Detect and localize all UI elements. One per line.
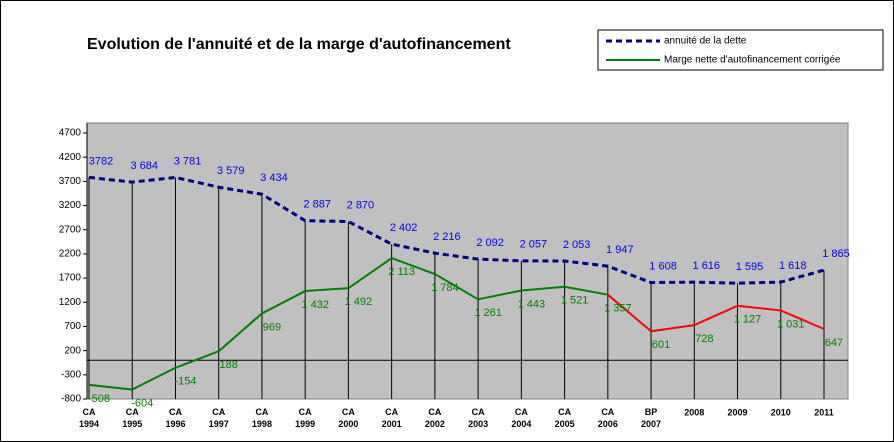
data-label: 3 684 [130, 160, 158, 172]
x-tick-label: BP 2007 [641, 407, 661, 429]
line-segment [737, 304, 781, 312]
line-segment [650, 324, 695, 333]
data-label: 728 [695, 333, 713, 345]
x-tick-label: CA 2005 [555, 407, 575, 429]
data-label: 1 784 [431, 282, 459, 294]
data-label: 2 402 [390, 222, 418, 234]
line-segment [521, 285, 565, 292]
data-label: 2 113 [388, 266, 415, 278]
line-segment [261, 290, 306, 315]
line-segment [88, 383, 133, 391]
x-tick-label: CA 1994 [79, 407, 99, 429]
line-segment [780, 309, 825, 330]
legend [597, 29, 884, 71]
data-label: 1 443 [518, 298, 546, 310]
y-tick-label: 4200 [59, 152, 82, 163]
data-label: 1 947 [606, 244, 634, 256]
x-tick-label: CA 1995 [122, 407, 142, 429]
x-tick-label: CA 2006 [598, 407, 618, 429]
line-segment [693, 304, 738, 327]
data-label: 1 357 [604, 303, 632, 315]
data-label: 188 [220, 359, 238, 371]
line-segment [564, 285, 609, 296]
data-label: 2 057 [520, 239, 548, 251]
y-tick-label: 3200 [59, 200, 82, 211]
y-tick-label: 1700 [59, 273, 82, 284]
data-label: 2 870 [347, 199, 375, 211]
y-tick-label: -800 [61, 394, 81, 405]
line-segment [477, 289, 522, 301]
data-label: 1 616 [693, 260, 721, 272]
data-label: 2 092 [476, 237, 504, 249]
data-label: 647 [825, 337, 843, 349]
x-tick-label: CA 1996 [165, 407, 185, 429]
y-tick-label: 200 [64, 345, 81, 356]
data-label: 2 887 [303, 199, 331, 211]
line-segment [607, 293, 652, 333]
data-label: 3782 [89, 155, 113, 167]
x-tick-label: CA 1998 [252, 407, 272, 429]
data-label: 1 261 [474, 307, 502, 319]
x-tick-label: 2011 [814, 407, 834, 417]
legend-label: Marge nette d'autofinancement corrigée [664, 55, 841, 66]
legend-label: annuité de la dette [664, 36, 747, 47]
data-label: 1 127 [734, 314, 762, 326]
line-series [88, 175, 825, 285]
line-segment [305, 287, 349, 293]
x-tick-label: 2009 [728, 407, 748, 417]
data-label: 3 434 [260, 172, 288, 184]
data-label: 1 865 [822, 248, 850, 260]
data-label: 3 579 [217, 165, 245, 177]
x-tick-label: CA 2002 [425, 407, 445, 429]
y-tick-label: 4700 [59, 128, 82, 139]
y-tick-label: 2200 [59, 249, 82, 260]
x-tick-label: CA 1999 [295, 407, 315, 429]
line-segment [218, 312, 263, 352]
data-label: 1 432 [301, 299, 329, 311]
data-label: 2 053 [563, 239, 591, 251]
data-label: 601 [652, 339, 670, 351]
data-label: -154 [174, 376, 196, 388]
data-label: 3 781 [174, 155, 202, 167]
x-tick-label: 2008 [684, 407, 704, 417]
line-segment [391, 257, 436, 275]
x-tick-label: CA 2004 [511, 407, 531, 429]
data-label: -508 [88, 393, 110, 405]
data-label: -604 [131, 397, 153, 409]
data-label: 1 618 [779, 260, 807, 272]
x-tick-label: CA 2001 [382, 407, 402, 429]
x-tick-label: CA 1997 [209, 407, 229, 429]
x-tick-label: CA 2003 [468, 407, 488, 429]
data-label: 969 [263, 321, 281, 333]
data-label: 1 521 [561, 295, 589, 307]
x-tick-label: CA 2000 [338, 407, 358, 429]
data-label: 1 608 [649, 260, 677, 272]
line-segment [175, 350, 220, 369]
data-label: 2 216 [433, 231, 461, 243]
x-tick-label: 2010 [771, 407, 791, 417]
chart-title: Evolution de l'annuité et de la marge d'… [87, 36, 511, 53]
y-tick-label: 1200 [59, 297, 82, 308]
data-label: 1 492 [345, 296, 373, 308]
data-label: 1 031 [777, 318, 805, 330]
line-segment [347, 257, 393, 289]
data-label: 1 595 [736, 261, 764, 273]
line-segment [434, 273, 479, 301]
y-tick-label: 700 [64, 321, 81, 332]
y-tick-label: 3700 [59, 176, 82, 187]
y-tick-label: 2700 [59, 224, 82, 235]
line-segment [131, 366, 176, 391]
y-tick-label: -300 [61, 369, 81, 380]
